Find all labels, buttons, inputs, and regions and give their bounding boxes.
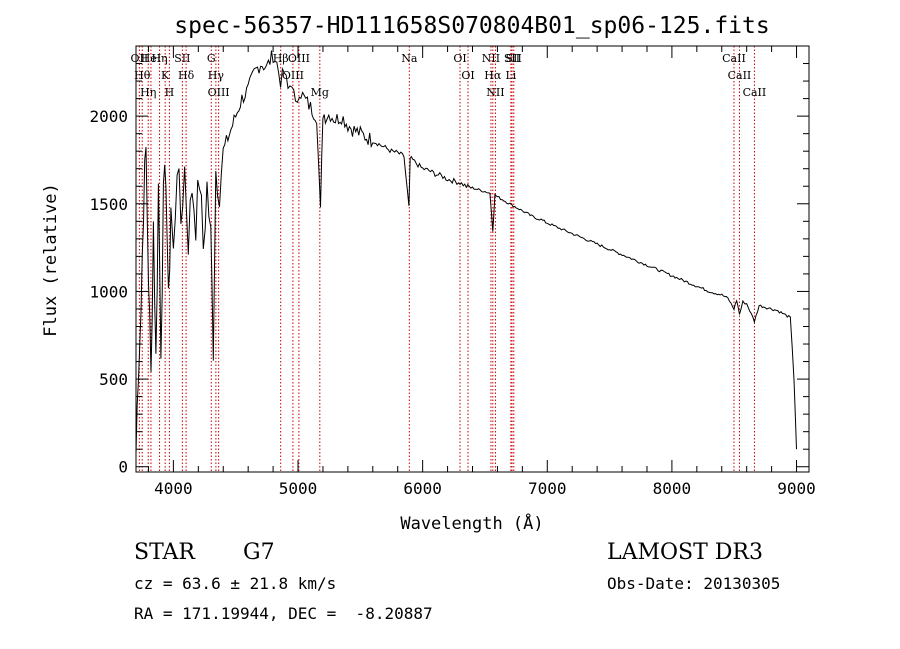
spectral-line-label: Hη [140,86,156,99]
x-tick-label: 9000 [777,479,816,498]
x-tick-label: 5000 [279,479,318,498]
x-axis-label: Wavelength (Å) [400,512,543,534]
subclass-label: G7 [243,540,275,565]
y-tick-label: 1500 [89,195,128,214]
plot-area: OIIHθHηHeIHηKHSIIHδGHγOIIIHβOIIIOIIIMgNa… [89,45,816,498]
object-type-label: STAR [134,540,195,565]
spectral-line-label: Hδ [178,69,195,82]
spectral-line-label: Hη [151,52,167,65]
y-axis-label: Flux (relative) [41,183,61,337]
spectral-line-label: HeI [141,52,161,65]
spectral-line-label: CaII [728,69,752,82]
x-tick-label: 6000 [403,479,442,498]
spectral-line-label: Mg [311,86,329,99]
spectral-line-label: CaII [743,86,767,99]
x-tick-label: 4000 [154,479,193,498]
spectral-line-label: CaII [722,52,746,65]
spectral-line-label: OI [461,69,474,82]
x-tick-label: 8000 [653,479,692,498]
survey-label: LAMOST DR3 [607,540,763,565]
redshift-label: cz = 63.6 ± 21.8 km/s [134,574,337,593]
spectral-line-label: SII [506,52,522,65]
spectral-line-label: Hβ [273,52,289,65]
spectral-line-label: OIII [288,52,310,65]
chart-title: spec-56357-HD111658S070804B01_sp06-125.f… [174,13,769,39]
obs-date-label: Obs-Date: 20130305 [607,574,781,593]
spectral-line-label: Na [401,52,418,65]
spectral-line-label: G [207,52,216,65]
y-tick-label: 1000 [89,282,128,301]
plot-frame [135,45,810,473]
spectral-line-label: SII [174,52,190,65]
spectral-line-label: H [165,86,175,99]
spectral-line-label: Hθ [134,69,151,82]
spectral-line-label: Hγ [208,69,225,82]
spectral-line-label: SII [504,52,520,65]
spectral-line-label: NII [482,52,500,65]
y-tick-label: 0 [118,458,128,477]
spectral-line-label: OI [453,52,466,65]
y-tick-label: 500 [99,370,128,389]
spectrum-line [135,50,797,454]
spectral-line-label: Li [505,69,516,82]
y-tick-label: 2000 [89,107,128,126]
spectral-line-label: NII [486,86,504,99]
spectral-line-label: Hα [484,69,502,82]
coordinates-label: RA = 171.19944, DEC = -8.20887 [134,604,433,623]
x-tick-label: 7000 [528,479,567,498]
spectral-line-label: OII [131,52,149,65]
spectral-line-label: OIII [208,86,230,99]
spectrum-chart: spec-56357-HD111658S070804B01_sp06-125.f… [41,13,816,534]
spectral-line-label: K [161,69,170,82]
spectral-line-label: OIII [282,69,304,82]
